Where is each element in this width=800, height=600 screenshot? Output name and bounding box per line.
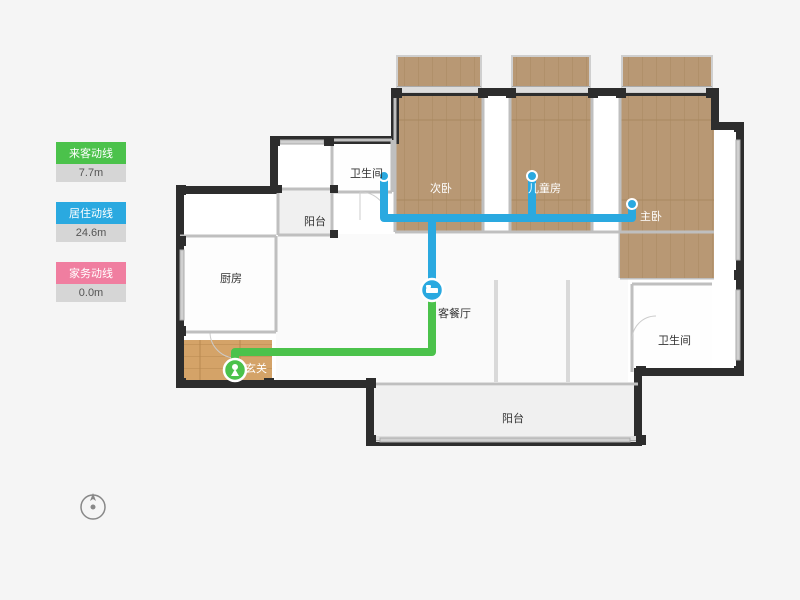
legend-label: 来客动线 (56, 142, 126, 164)
compass-icon (76, 490, 110, 529)
floor-plan: 卫生间阳台厨房玄关次卧儿童房主卧客餐厅卫生间阳台 (180, 80, 775, 465)
legend-item-chore: 家务动线 0.0m (56, 262, 126, 302)
legend-value: 7.7m (56, 164, 126, 182)
legend-label: 家务动线 (56, 262, 126, 284)
legend-item-guest: 来客动线 7.7m (56, 142, 126, 182)
legend: 来客动线 7.7m 居住动线 24.6m 家务动线 0.0m (56, 142, 126, 322)
legend-label: 居住动线 (56, 202, 126, 224)
floor-plan-svg (180, 80, 775, 465)
legend-item-living: 居住动线 24.6m (56, 202, 126, 242)
legend-value: 24.6m (56, 224, 126, 242)
legend-value: 0.0m (56, 284, 126, 302)
